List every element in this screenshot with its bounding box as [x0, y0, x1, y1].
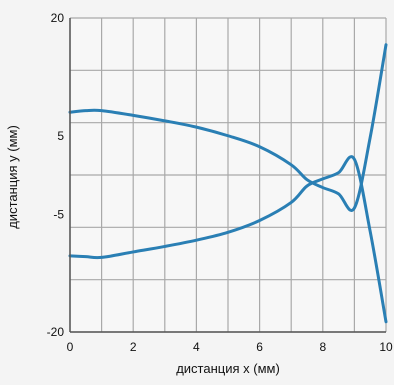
- y-tick-label: -5: [53, 207, 64, 221]
- x-tick-label: 4: [193, 340, 200, 354]
- y-tick-label: 5: [57, 129, 64, 143]
- series-line-1: [68, 43, 388, 212]
- x-tick-label: 8: [319, 340, 326, 354]
- x-axis-title: дистанция x (мм): [176, 361, 280, 376]
- y-tick-label: 20: [51, 11, 65, 25]
- series-line-2: [68, 155, 388, 324]
- y-axis-title: дистанция y (мм): [5, 125, 20, 229]
- x-tick-label: 0: [67, 340, 74, 354]
- x-tick-label: 10: [379, 340, 393, 354]
- x-tick-label: 6: [256, 340, 263, 354]
- y-tick-label: -20: [47, 325, 65, 339]
- x-tick-label: 2: [130, 340, 137, 354]
